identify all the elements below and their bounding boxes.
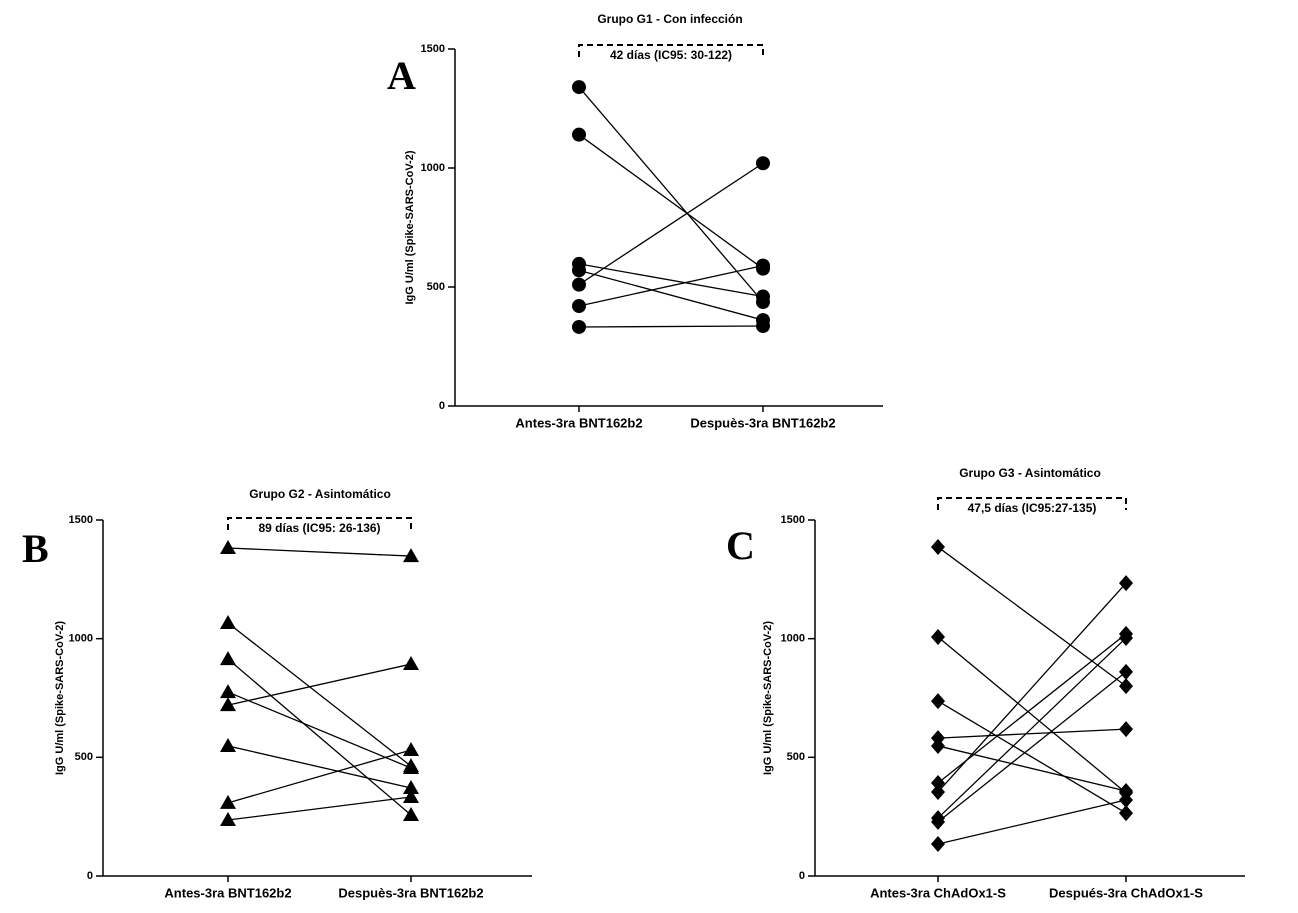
point bbox=[1119, 575, 1133, 592]
chart-title: Grupo G1 - Con infección bbox=[597, 12, 742, 26]
pair-line bbox=[227, 547, 412, 557]
point bbox=[756, 156, 770, 171]
pair-line bbox=[227, 691, 412, 769]
pair-line bbox=[578, 263, 764, 298]
pair-line bbox=[937, 637, 1127, 819]
pair-line bbox=[578, 264, 764, 307]
point bbox=[220, 615, 236, 630]
pair-line bbox=[227, 663, 412, 706]
point bbox=[403, 741, 419, 756]
bracket bbox=[937, 497, 1127, 510]
chart-title: Grupo G2 - Asintomático bbox=[249, 487, 391, 501]
pair-line bbox=[578, 269, 764, 321]
point bbox=[931, 774, 945, 791]
point bbox=[403, 779, 419, 794]
pair-line bbox=[227, 658, 412, 816]
point bbox=[756, 258, 770, 273]
point bbox=[1119, 721, 1133, 738]
y-tick-label: 0 bbox=[439, 400, 445, 412]
point bbox=[572, 319, 586, 334]
pair-line bbox=[227, 749, 412, 804]
panel-label: C bbox=[726, 523, 755, 568]
point bbox=[931, 629, 945, 646]
point bbox=[220, 697, 236, 712]
x-tick-label: Después-3ra ChAdOx1-S bbox=[1049, 885, 1203, 900]
y-tick-label: 0 bbox=[799, 870, 805, 882]
y-tick-label: 1000 bbox=[69, 633, 93, 645]
point bbox=[403, 656, 419, 671]
y-tick-label: 0 bbox=[87, 870, 93, 882]
pair-line bbox=[578, 325, 764, 328]
point bbox=[220, 737, 236, 752]
point bbox=[931, 783, 945, 800]
point bbox=[220, 540, 236, 555]
point bbox=[931, 693, 945, 710]
y-tick-label: 500 bbox=[427, 281, 445, 293]
y-tick-label: 1500 bbox=[69, 514, 93, 526]
y-axis-label: IgG U/ml (Spike-SARS-CoV-2) bbox=[404, 150, 416, 304]
panel-label: A bbox=[387, 53, 416, 98]
point bbox=[220, 651, 236, 666]
point bbox=[572, 80, 586, 95]
point bbox=[1119, 805, 1133, 822]
y-tick-label: 1000 bbox=[421, 162, 445, 174]
pair-line bbox=[937, 671, 1127, 823]
y-axis-label: IgG U/ml (Spike-SARS-CoV-2) bbox=[762, 621, 774, 775]
point bbox=[931, 835, 945, 852]
pair-line bbox=[937, 745, 1127, 792]
pair-line bbox=[227, 796, 412, 821]
point bbox=[1119, 629, 1133, 646]
pair-line bbox=[937, 799, 1127, 845]
bracket bbox=[227, 517, 412, 530]
x-tick-label: Despuès-3ra BNT162b2 bbox=[338, 885, 483, 900]
point bbox=[1119, 663, 1133, 680]
pair-line bbox=[937, 582, 1127, 793]
chart-title: Grupo G3 - Asintomático bbox=[959, 466, 1101, 480]
y-tick-label: 500 bbox=[787, 751, 805, 763]
pair-line bbox=[937, 700, 1127, 814]
pair-line bbox=[937, 636, 1127, 794]
x-tick-label: Antes-3ra BNT162b2 bbox=[164, 885, 291, 900]
point bbox=[931, 737, 945, 754]
point bbox=[220, 684, 236, 699]
y-axis-label: IgG U/ml (Spike-SARS-CoV-2) bbox=[54, 621, 66, 775]
point bbox=[403, 548, 419, 563]
point bbox=[572, 263, 586, 278]
annotation: 47,5 días (IC95:27-135) bbox=[968, 501, 1097, 515]
pair-line bbox=[937, 728, 1127, 739]
annotation: 89 días (IC95: 26-136) bbox=[258, 521, 380, 535]
pair-line bbox=[227, 622, 412, 767]
x-tick-label: Antes-3ra BNT162b2 bbox=[515, 415, 642, 430]
point bbox=[756, 289, 770, 304]
y-tick-label: 1000 bbox=[781, 633, 805, 645]
point bbox=[403, 807, 419, 822]
point bbox=[220, 794, 236, 809]
point bbox=[403, 788, 419, 803]
pair-line bbox=[578, 134, 764, 270]
point bbox=[1119, 783, 1133, 800]
point bbox=[220, 811, 236, 826]
x-tick-label: Antes-3ra ChAdOx1-S bbox=[870, 885, 1006, 900]
point bbox=[572, 127, 586, 142]
x-tick-label: Despuès-3ra BNT162b2 bbox=[690, 415, 835, 430]
annotation: 42 días (IC95: 30-122) bbox=[610, 48, 732, 62]
pair-line bbox=[578, 86, 764, 303]
point bbox=[931, 813, 945, 830]
point bbox=[403, 760, 419, 775]
y-tick-label: 1500 bbox=[781, 514, 805, 526]
y-tick-label: 1500 bbox=[421, 43, 445, 55]
point bbox=[931, 539, 945, 556]
y-tick-label: 500 bbox=[75, 751, 93, 763]
point bbox=[572, 299, 586, 314]
point bbox=[1119, 678, 1133, 695]
point bbox=[572, 277, 586, 292]
panel-label: B bbox=[22, 526, 49, 571]
point bbox=[1119, 792, 1133, 809]
pair-line bbox=[578, 162, 764, 286]
bracket bbox=[578, 44, 764, 57]
point bbox=[756, 319, 770, 334]
pair-line bbox=[227, 745, 412, 789]
pair-line bbox=[937, 546, 1127, 687]
